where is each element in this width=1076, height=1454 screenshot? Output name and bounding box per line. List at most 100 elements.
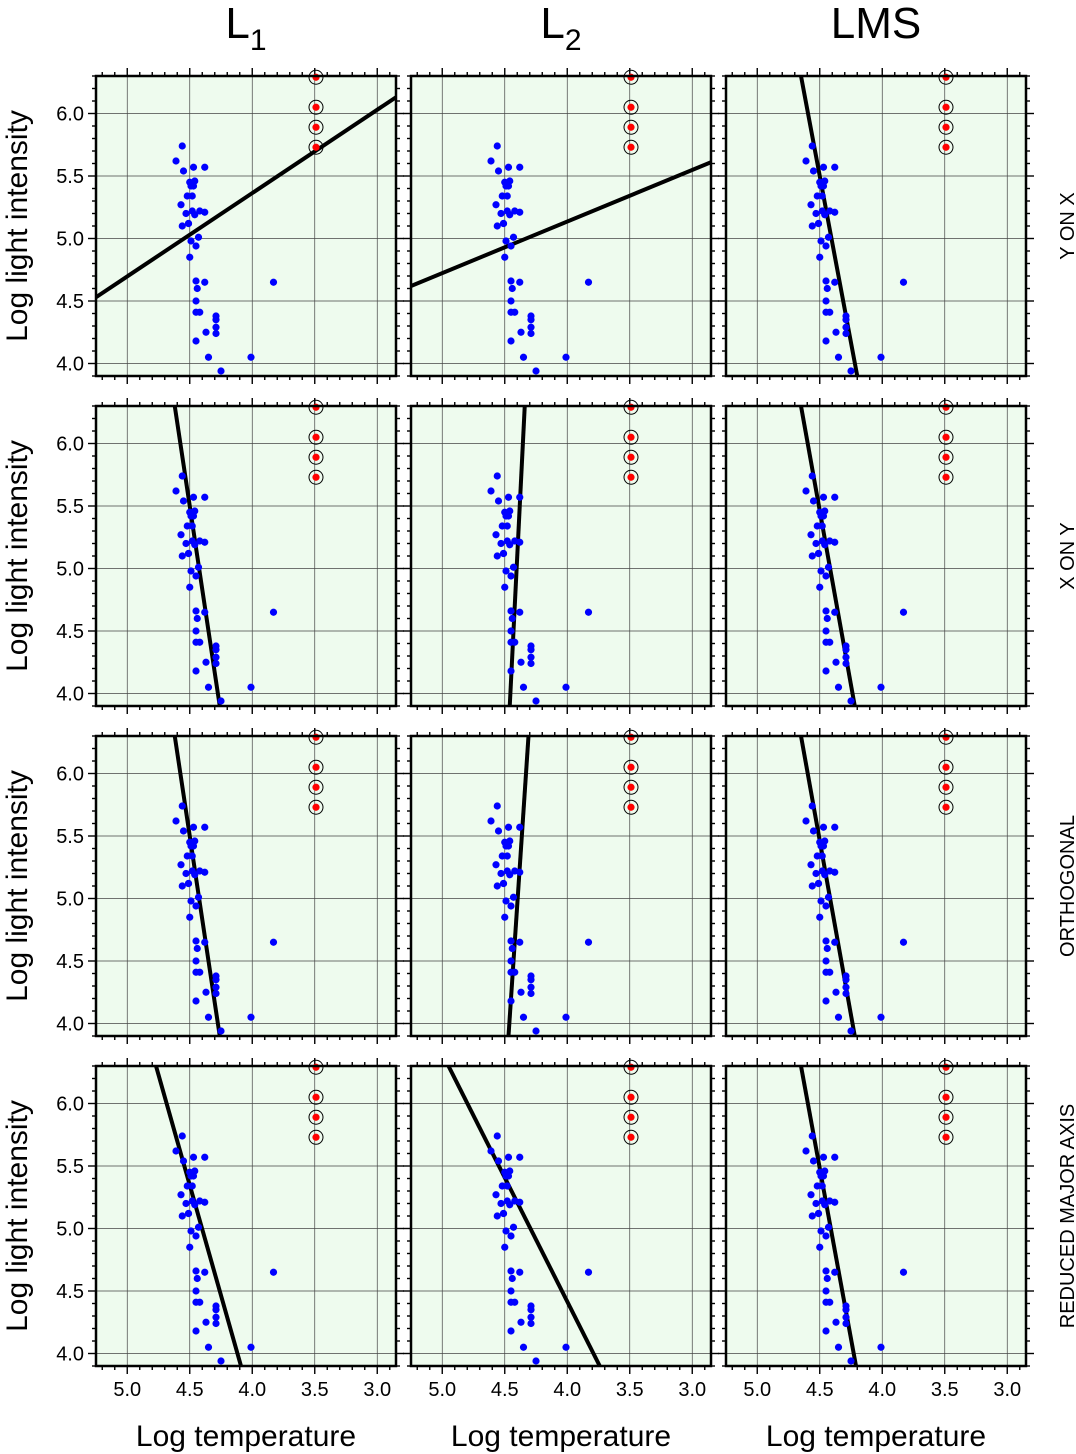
data-point: [816, 253, 824, 261]
outlier-ring: [623, 779, 639, 795]
x-tick-label: 3.5: [931, 1379, 959, 1401]
outlier-point: [942, 123, 950, 131]
panel-frame: [94, 404, 398, 708]
outlier-ring: [308, 1089, 324, 1105]
outlier-point: [312, 143, 320, 151]
data-point: [822, 667, 830, 675]
y-tick-label: 5.5: [56, 166, 84, 188]
data-point: [201, 608, 209, 616]
data-point: [196, 308, 204, 316]
data-point: [182, 539, 190, 548]
data-point: [826, 638, 834, 646]
panel-x-on-y-l2: [403, 398, 719, 714]
data-point: [831, 1268, 839, 1276]
y-tick-label: 6.0: [56, 104, 84, 126]
panel-reduced-major-axis-lms: 5.0 4.5 4.0 3.5 3.0: [718, 1058, 1034, 1401]
data-point: [813, 192, 821, 200]
data-point: [501, 1243, 509, 1251]
panel-reduced-major-axis-l1: 4.0 4.5 5.0 5.5 6.0 5.0 4.5 4.0 3.5 3.0: [56, 1058, 404, 1401]
panel-y-on-x-l1: 4.0 4.5 5.0 5.5 6.0: [56, 68, 404, 384]
data-point: [818, 852, 826, 860]
data-point: [834, 353, 843, 361]
data-point: [508, 944, 516, 953]
data-point: [201, 1153, 209, 1161]
data-point: [802, 1147, 810, 1155]
fit-line: [446, 1066, 602, 1366]
x-tick-label: 4.5: [176, 1379, 204, 1401]
data-point: [899, 608, 908, 616]
data-point: [506, 507, 514, 515]
data-point: [192, 607, 200, 615]
data-point: [187, 897, 195, 905]
y-tick-label: 5.0: [56, 889, 84, 911]
data-point: [517, 658, 525, 666]
axis-ticks: [88, 728, 404, 1044]
outlier-point: [312, 103, 320, 111]
data-point: [501, 913, 509, 921]
data-point: [822, 572, 830, 580]
data-point: [494, 167, 503, 175]
data-point: [821, 507, 829, 515]
data-point: [517, 988, 525, 996]
outlier-point: [942, 1113, 950, 1121]
data-point: [212, 659, 220, 668]
y-axis-label: Log light intensity: [1, 110, 34, 342]
data-point: [178, 472, 186, 480]
data-point: [191, 1201, 199, 1209]
data-point: [814, 549, 823, 558]
data-point: [192, 297, 200, 305]
data-point: [191, 507, 199, 515]
data-point: [807, 201, 815, 209]
data-point: [487, 817, 495, 825]
outlier-point: [627, 453, 635, 461]
outlier-ring: [308, 1109, 324, 1125]
outlier-point: [627, 1093, 635, 1101]
data-point: [802, 487, 810, 495]
data-point: [193, 944, 201, 953]
data-point: [822, 1267, 830, 1275]
data-point: [527, 1313, 535, 1321]
data-point: [807, 531, 815, 539]
data-point: [192, 902, 200, 910]
data-point: [511, 638, 519, 646]
data-point: [808, 552, 816, 560]
data-point: [802, 817, 810, 825]
data-point: [212, 976, 220, 984]
data-point: [184, 549, 193, 558]
data-point: [499, 549, 508, 558]
data-point: [501, 583, 509, 591]
data-point: [562, 683, 570, 691]
data-point: [492, 861, 500, 869]
data-point: [269, 1268, 278, 1276]
data-point: [192, 957, 200, 965]
outlier-ring: [308, 779, 324, 795]
data-point: [492, 201, 500, 209]
y-tick-label: 4.5: [56, 951, 84, 973]
data-point: [497, 539, 505, 548]
outlier-ring: [938, 119, 954, 135]
panel-frame: [409, 1064, 713, 1368]
data-point: [507, 572, 515, 580]
data-point: [877, 1013, 885, 1021]
data-point: [201, 278, 209, 286]
data-point: [813, 852, 821, 860]
outlier-point: [312, 473, 320, 481]
panel-x-on-y-lms: [718, 398, 1034, 714]
data-point: [808, 142, 816, 150]
data-point: [493, 882, 501, 890]
data-point: [502, 567, 510, 575]
data-point: [201, 938, 209, 946]
data-point: [562, 1013, 570, 1021]
data-point: [194, 1223, 203, 1231]
data-point: [824, 893, 833, 901]
data-point: [817, 897, 825, 905]
panel-frame: [724, 74, 1028, 378]
data-point: [507, 297, 515, 305]
fit-line: [507, 406, 527, 706]
data-point: [201, 823, 209, 831]
data-point: [808, 1212, 816, 1220]
data-point: [516, 823, 524, 831]
panel-background: [96, 1066, 396, 1366]
data-point: [499, 1209, 508, 1218]
data-point: [818, 522, 826, 530]
